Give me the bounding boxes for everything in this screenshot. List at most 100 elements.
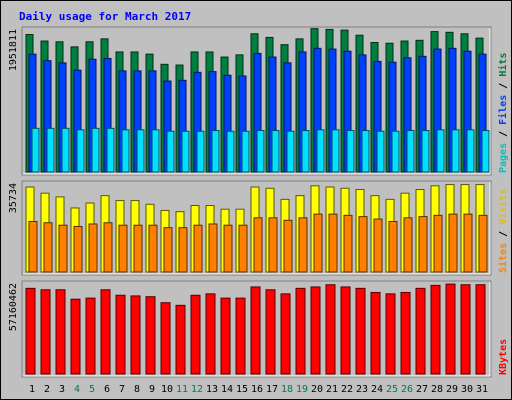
bar-sites-day-16 <box>253 217 263 273</box>
bar-sites-day-8 <box>133 224 143 273</box>
x-tick-label-28: 28 <box>431 384 443 395</box>
x-tick-label-12: 12 <box>191 384 203 395</box>
bar-kbytes-day-6 <box>100 289 111 375</box>
bar-sites-day-21 <box>328 213 338 273</box>
bar-sites-day-25 <box>388 221 398 273</box>
x-axis-labels: 1 2 3 4 5 6 7 8 9 10 11 12 13 14 15 16 17 18 19 20 21 22 23 24 2… <box>29 384 488 395</box>
bar-pages-day-13 <box>211 130 220 173</box>
bar-sites-day-19 <box>298 217 308 273</box>
bar-kbytes-day-18 <box>280 293 291 375</box>
legend-item-sites: Sites <box>497 243 509 273</box>
bar-kbytes-day-8 <box>130 295 141 375</box>
bar-kbytes-day-5 <box>85 297 96 375</box>
series-pages <box>31 127 490 173</box>
bar-pages-day-15 <box>241 130 250 173</box>
bar-pages-day-30 <box>466 129 475 173</box>
bar-pages-day-3 <box>61 127 70 173</box>
bar-pages-day-6 <box>106 127 115 173</box>
bar-pages-day-24 <box>376 130 385 173</box>
bar-kbytes-day-3 <box>55 289 66 375</box>
bar-kbytes-day-29 <box>445 283 456 375</box>
x-tick-label-21: 21 <box>326 384 338 395</box>
bar-kbytes-day-2 <box>40 289 51 375</box>
bar-pages-day-17 <box>271 130 280 173</box>
x-tick-label-13: 13 <box>206 384 218 395</box>
bar-pages-day-8 <box>136 129 145 173</box>
bar-pages-day-1 <box>31 127 40 173</box>
bar-sites-day-22 <box>343 214 353 273</box>
bar-pages-day-21 <box>331 129 340 173</box>
bar-pages-day-11 <box>181 130 190 173</box>
bar-pages-day-2 <box>46 127 55 173</box>
x-tick-label-26: 26 <box>401 384 413 395</box>
bar-sites-day-1 <box>28 221 38 273</box>
bar-sites-day-5 <box>88 223 98 273</box>
legend-item-visits: Visits <box>497 189 509 225</box>
x-tick-label-14: 14 <box>221 384 233 395</box>
bar-pages-day-19 <box>301 130 310 173</box>
panel-bot: 57160462 KBytes <box>8 280 509 378</box>
bar-sites-day-4 <box>73 225 83 273</box>
x-tick-label-3: 3 <box>59 384 65 395</box>
x-tick-label-22: 22 <box>341 384 353 395</box>
panel-mid: 35734 Sites / Visits <box>8 180 509 276</box>
bar-sites-day-9 <box>148 224 158 273</box>
bar-sites-day-15 <box>238 224 248 273</box>
bar-sites-day-29 <box>448 213 458 273</box>
x-tick-label-4: 4 <box>74 384 80 395</box>
bar-pages-day-20 <box>316 129 325 173</box>
bar-kbytes-day-30 <box>460 284 471 375</box>
bar-kbytes-day-7 <box>115 294 126 375</box>
x-tick-label-27: 27 <box>416 384 428 395</box>
bar-sites-day-18 <box>283 219 293 273</box>
series-sites <box>28 213 488 273</box>
x-tick-label-6: 6 <box>104 384 110 395</box>
bar-pages-day-10 <box>166 130 175 173</box>
bar-sites-day-17 <box>268 217 278 273</box>
bar-sites-day-30 <box>463 213 473 273</box>
bar-pages-day-4 <box>76 129 85 173</box>
bar-kbytes-day-11 <box>175 304 186 375</box>
x-tick-label-30: 30 <box>461 384 473 395</box>
bar-kbytes-day-23 <box>355 287 366 375</box>
bar-sites-day-14 <box>223 224 233 273</box>
legend-separator: / <box>498 225 509 243</box>
legend-item-pages: Pages <box>498 143 509 173</box>
x-tick-label-31: 31 <box>476 384 488 395</box>
x-tick-label-15: 15 <box>236 384 248 395</box>
x-tick-label-29: 29 <box>446 384 458 395</box>
bar-pages-day-31 <box>481 130 490 173</box>
legend-item-files: Files <box>497 95 509 125</box>
bar-kbytes-day-16 <box>250 286 261 375</box>
legend-item-hits: Hits <box>497 53 509 77</box>
bar-sites-day-23 <box>358 216 368 273</box>
bar-kbytes-day-20 <box>310 286 321 375</box>
bar-sites-day-6 <box>103 222 113 273</box>
legend-bot: KBytes <box>498 339 509 375</box>
bar-pages-day-22 <box>346 130 355 173</box>
bar-kbytes-day-22 <box>340 286 351 375</box>
bar-sites-day-27 <box>418 216 428 273</box>
x-tick-label-2: 2 <box>44 384 50 395</box>
bar-kbytes-day-15 <box>235 297 246 375</box>
bar-pages-day-12 <box>196 130 205 173</box>
x-tick-label-10: 10 <box>161 384 173 395</box>
bar-kbytes-day-4 <box>70 298 81 375</box>
bar-kbytes-day-17 <box>265 289 276 375</box>
bar-kbytes-day-31 <box>475 284 486 375</box>
legend-top: Pages / Files / Hits <box>497 53 509 173</box>
bar-sites-day-13 <box>208 223 218 273</box>
bar-pages-day-26 <box>406 130 415 173</box>
bar-kbytes-day-9 <box>145 296 156 375</box>
bar-pages-day-9 <box>151 129 160 173</box>
x-tick-label-17: 17 <box>266 384 278 395</box>
legend-item-kbytes: KBytes <box>498 339 509 375</box>
bar-kbytes-day-19 <box>295 287 306 375</box>
x-tick-label-19: 19 <box>296 384 308 395</box>
max-label-bot: 57160462 <box>8 283 19 331</box>
x-tick-label-11: 11 <box>176 384 188 395</box>
bar-pages-day-28 <box>436 129 445 173</box>
